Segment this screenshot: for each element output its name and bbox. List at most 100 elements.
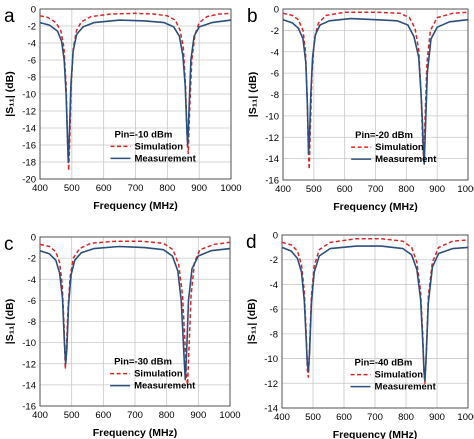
- x-tick-label: 600: [95, 410, 111, 421]
- x-tick-label: 600: [336, 412, 352, 423]
- y-tick-label: -6: [28, 56, 36, 67]
- y-tick-label: -6: [28, 296, 36, 307]
- y-tick-label: -4: [270, 280, 278, 291]
- legend-label: Simulation: [375, 142, 424, 153]
- y-tick-label: -6: [270, 305, 278, 316]
- y-tick-label: -8: [28, 317, 36, 328]
- x-tick-label: 1000: [457, 412, 474, 423]
- y-axis-label: |S₁₁| (dB): [247, 72, 259, 117]
- plot-frame: [282, 8, 469, 181]
- y-tick-label: -2: [271, 26, 279, 37]
- y-tick-label: -14: [264, 404, 278, 415]
- y-tick-label: -14: [22, 380, 36, 391]
- x-tick-label: 900: [429, 184, 445, 195]
- x-tick-label: 600: [96, 183, 112, 194]
- x-tick-label: 900: [429, 412, 445, 423]
- x-tick-label: 400: [274, 412, 290, 423]
- x-tick-label: 700: [367, 412, 383, 423]
- y-tick-label: -18: [22, 158, 36, 169]
- x-tick-label: 1000: [219, 410, 240, 421]
- y-tick-label: -14: [22, 124, 36, 135]
- x-tick-label: 500: [306, 184, 322, 195]
- panel-label: a: [4, 6, 15, 27]
- legend-label: Measurement: [134, 153, 196, 164]
- y-tick-label: -16: [265, 176, 279, 187]
- y-tick-label: -12: [265, 133, 279, 144]
- y-tick-label: -10: [22, 338, 36, 349]
- power-annotation: Pin=-30 dBm: [114, 357, 172, 368]
- x-tick-label: 400: [275, 184, 291, 195]
- x-tick-label: 500: [305, 412, 321, 423]
- x-axis-label: Frequency (MHz): [93, 427, 178, 439]
- legend-label: Measurement: [375, 154, 437, 165]
- panel-label: b: [247, 6, 258, 27]
- y-tick-label: -16: [22, 402, 36, 413]
- y-tick-label: 0: [273, 231, 278, 242]
- legend-label: Simulation: [134, 369, 183, 380]
- legend-label: Measurement: [134, 381, 196, 392]
- y-tick-label: -12: [22, 359, 36, 370]
- y-tick-label: -10: [265, 111, 279, 122]
- panel-label: c: [4, 234, 14, 255]
- x-axis-label: Frequency (MHz): [333, 201, 418, 213]
- x-tick-label: 400: [32, 183, 48, 194]
- y-axis-label: |S₁₁| (dB): [4, 299, 16, 344]
- x-tick-label: 400: [32, 410, 48, 421]
- legend-label: Simulation: [134, 141, 183, 152]
- x-tick-label: 500: [64, 183, 80, 194]
- series-line-simulation: [39, 12, 232, 172]
- x-tick-label: 600: [337, 184, 353, 195]
- y-tick-label: -8: [270, 329, 278, 340]
- series-line-measurement: [281, 245, 469, 382]
- power-annotation: Pin=-10 dBm: [114, 129, 172, 140]
- series-line-measurement: [282, 17, 469, 165]
- power-annotation: Pin=-40 dBm: [355, 358, 413, 369]
- y-tick-label: -8: [28, 73, 36, 84]
- x-tick-label: 800: [159, 183, 175, 194]
- y-tick-label: -4: [28, 275, 36, 286]
- y-tick-label: -4: [28, 39, 36, 50]
- series-line-measurement: [39, 245, 231, 381]
- plot-frame: [281, 234, 469, 409]
- y-tick-label: -8: [271, 90, 279, 101]
- legend-label: Simulation: [375, 370, 424, 381]
- y-tick-label: -10: [264, 354, 278, 365]
- y-tick-label: -2: [28, 22, 36, 33]
- plot-frame: [39, 8, 232, 180]
- panel-label: d: [246, 232, 257, 253]
- x-tick-label: 800: [398, 412, 414, 423]
- y-axis-label: |S₁₁| (dB): [246, 299, 258, 344]
- y-tick-label: -2: [28, 254, 36, 265]
- y-tick-label: -12: [22, 107, 36, 118]
- plot-frame: [39, 236, 231, 407]
- x-axis-label: Frequency (MHz): [93, 200, 178, 212]
- legend-label: Measurement: [375, 382, 437, 393]
- y-tick-label: -4: [271, 47, 279, 58]
- y-tick-label: -16: [22, 141, 36, 152]
- x-tick-label: 1000: [220, 183, 241, 194]
- x-tick-label: 500: [64, 410, 80, 421]
- x-tick-label: 700: [368, 184, 384, 195]
- power-annotation: Pin=-20 dBm: [355, 130, 413, 141]
- y-tick-label: -2: [270, 255, 278, 266]
- x-tick-label: 800: [159, 410, 175, 421]
- x-tick-label: 700: [127, 410, 143, 421]
- x-tick-label: 700: [128, 183, 144, 194]
- y-tick-label: 0: [274, 5, 279, 16]
- x-tick-label: 800: [398, 184, 414, 195]
- y-tick-label: -12: [264, 379, 278, 390]
- x-tick-label: 900: [190, 410, 206, 421]
- x-tick-label: 1000: [457, 184, 474, 195]
- y-axis-label: |S₁₁| (dB): [4, 71, 16, 116]
- y-tick-label: -6: [271, 69, 279, 80]
- y-tick-label: -14: [265, 154, 279, 165]
- y-tick-label: -20: [22, 175, 36, 186]
- x-tick-label: 900: [191, 183, 207, 194]
- y-tick-label: 0: [31, 233, 36, 244]
- y-tick-label: 0: [31, 5, 36, 16]
